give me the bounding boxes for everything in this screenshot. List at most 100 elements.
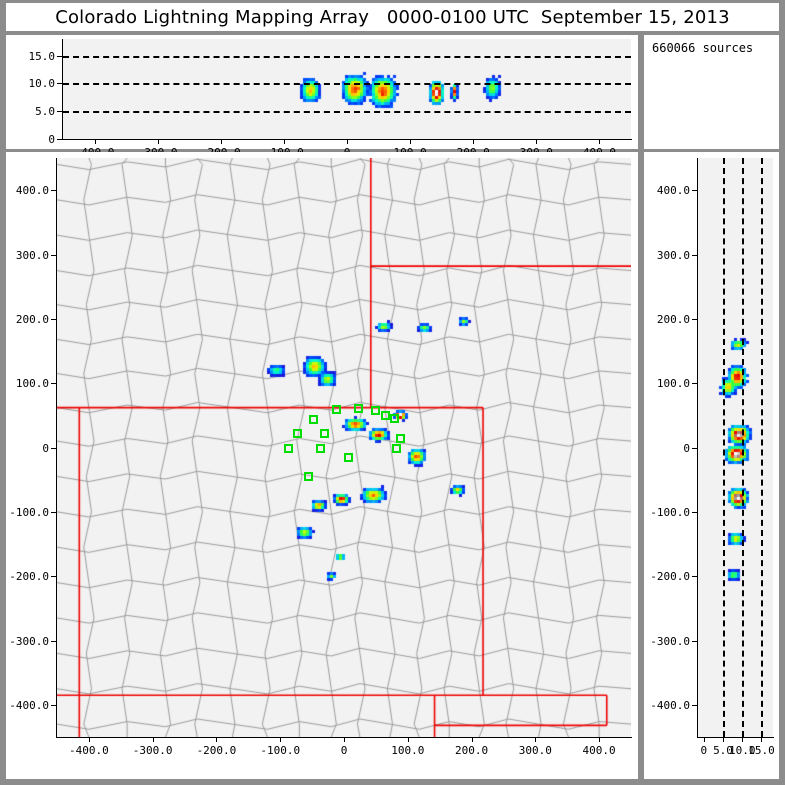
y-tick xyxy=(692,576,698,578)
y-tick-label: 200.0 xyxy=(15,312,49,326)
station-marker xyxy=(292,429,302,439)
north-altitude-plot-area xyxy=(698,158,773,737)
y-tick xyxy=(51,511,57,513)
y-tick xyxy=(51,447,57,449)
x-tick xyxy=(742,737,744,742)
source-count-label: 660066 sources xyxy=(652,41,754,55)
x-tick xyxy=(157,139,159,144)
x-tick xyxy=(723,737,724,742)
y-tick xyxy=(692,318,698,320)
x-tick xyxy=(473,139,475,144)
title-bar: Colorado Lightning Mapping Array 0000-01… xyxy=(6,3,779,31)
grid-line xyxy=(742,158,745,737)
y-tick-label: 200.0 xyxy=(656,312,690,326)
x-tick-label: -400.0 xyxy=(69,744,109,757)
x-tick xyxy=(347,139,348,144)
station-marker xyxy=(309,415,319,425)
y-tick xyxy=(51,383,57,385)
y-tick-label: -300.0 xyxy=(9,634,49,648)
y-tick xyxy=(51,254,57,256)
y-tick xyxy=(692,640,698,642)
x-tick-label: 400.0 xyxy=(582,744,616,757)
y-tick-label: 15.0 xyxy=(28,49,56,63)
y-tick-label: 0 xyxy=(683,441,690,455)
plan-view-density-canvas xyxy=(57,158,631,737)
x-tick-label: 15.0 xyxy=(748,744,775,757)
x-tick-label: 100.0 xyxy=(391,744,425,757)
y-tick xyxy=(51,640,57,642)
source-count-panel: 660066 sources xyxy=(644,35,779,149)
altitude-east-panel: -400.0-300.0-200.0-100.00100.0200.0300.0… xyxy=(6,35,638,158)
station-marker xyxy=(283,443,293,453)
y-tick-label: 5.0 xyxy=(35,105,55,119)
y-tick-label: 0 xyxy=(48,133,55,146)
station-marker xyxy=(343,452,353,462)
station-marker xyxy=(315,443,325,453)
y-tick-label: 100.0 xyxy=(656,377,690,391)
altitude-east-plot-area xyxy=(63,39,631,139)
y-tick-label: -200.0 xyxy=(650,570,690,584)
altitude-east-density-canvas xyxy=(63,39,631,139)
x-tick xyxy=(761,737,763,742)
north-altitude-density-canvas xyxy=(698,158,773,737)
y-tick xyxy=(51,318,57,320)
x-tick xyxy=(410,139,412,144)
plan-view-plot-area xyxy=(57,158,631,737)
y-tick xyxy=(57,111,63,113)
station-marker xyxy=(354,403,364,413)
station-marker xyxy=(380,411,390,421)
y-tick xyxy=(692,511,698,513)
grid-line xyxy=(63,111,631,114)
x-tick-label: 200.0 xyxy=(454,744,489,757)
y-tick-label: 10.0 xyxy=(28,77,56,91)
x-tick xyxy=(535,737,537,742)
y-tick-label: -100.0 xyxy=(650,505,690,519)
y-tick-label: -100.0 xyxy=(9,505,49,519)
x-tick-label: -100.0 xyxy=(260,744,301,757)
y-tick xyxy=(51,704,57,706)
y-tick xyxy=(692,447,698,449)
x-tick xyxy=(88,737,90,742)
x-tick xyxy=(283,139,285,144)
station-marker xyxy=(304,471,314,481)
x-tick xyxy=(471,737,473,742)
x-tick xyxy=(152,737,154,742)
y-tick-label: 100.0 xyxy=(15,377,49,391)
grid-line xyxy=(761,158,764,737)
station-marker xyxy=(332,404,342,414)
y-tick xyxy=(692,383,698,385)
plan-view-panel: -400.0 -300.0 -200.0 -100.0 0 100.0 200.0 300.0… xyxy=(6,152,638,779)
y-tick xyxy=(692,704,698,706)
x-tick xyxy=(220,139,222,144)
y-tick xyxy=(692,190,698,192)
station-marker xyxy=(370,406,380,416)
x-tick-label: -300.0 xyxy=(132,744,173,757)
y-tick-label: -200.0 xyxy=(9,570,49,584)
station-marker xyxy=(319,429,329,439)
y-tick-label: 400.0 xyxy=(15,184,49,198)
y-tick xyxy=(51,190,57,192)
y-tick xyxy=(692,254,698,256)
x-axis-line xyxy=(697,737,774,738)
x-tick-label: 300.0 xyxy=(518,744,552,757)
y-tick xyxy=(57,139,63,140)
x-tick xyxy=(407,737,409,742)
north-altitude-panel: 0 5.0 10.0 15.0 -400.0 -300.0 -200.0 -100.0 0 100… xyxy=(644,152,779,779)
grid-line xyxy=(723,158,725,737)
y-tick xyxy=(57,55,63,57)
station-marker xyxy=(396,434,406,444)
y-tick-label: 300.0 xyxy=(15,248,49,262)
y-tick-label: -400.0 xyxy=(9,698,49,712)
x-tick xyxy=(536,139,538,144)
y-tick-label: 300.0 xyxy=(656,248,690,262)
x-tick xyxy=(599,737,601,742)
station-marker xyxy=(389,413,399,423)
x-tick-label: 10.0 xyxy=(728,744,756,757)
station-marker xyxy=(392,443,402,453)
x-tick xyxy=(216,737,218,742)
x-tick-label: 0 xyxy=(340,744,348,757)
y-tick-label: -300.0 xyxy=(650,634,690,648)
y-tick-label: 400.0 xyxy=(656,184,690,198)
x-tick-label: 5.0 xyxy=(713,744,733,757)
x-tick xyxy=(344,737,345,742)
